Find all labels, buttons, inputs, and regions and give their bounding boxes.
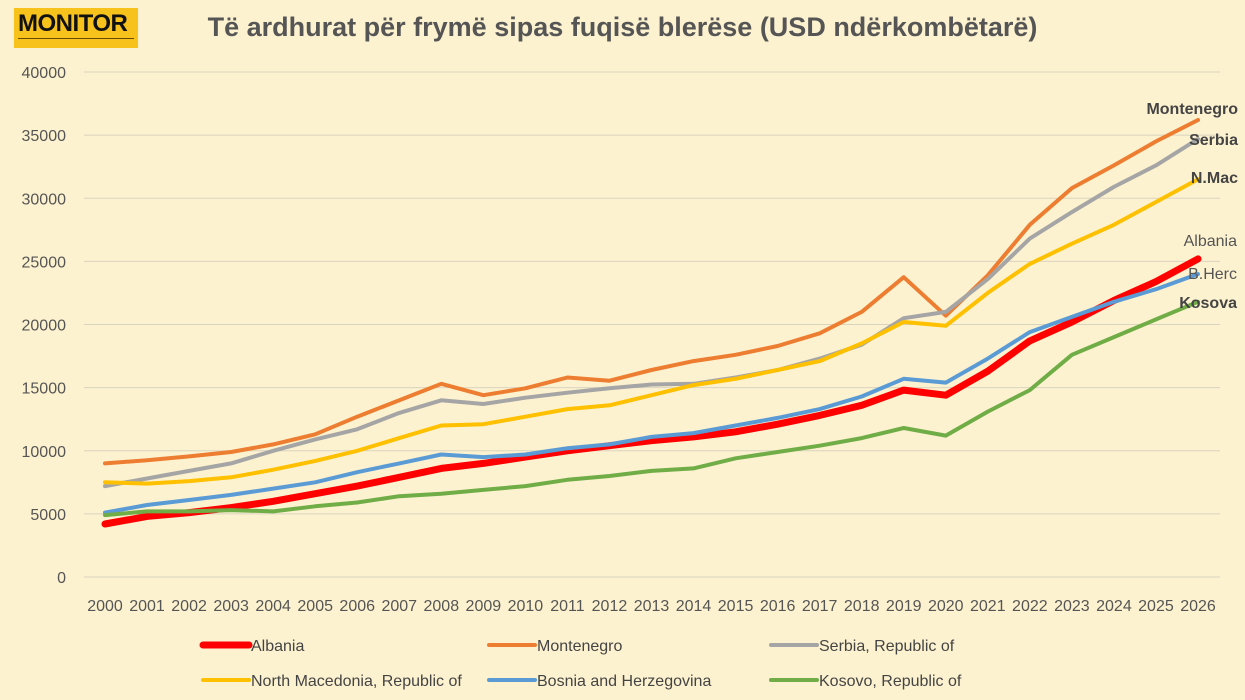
y-tick-label: 20000 — [22, 318, 67, 335]
end-label: B.Herc — [1188, 266, 1237, 283]
y-tick-label: 30000 — [22, 191, 67, 208]
legend-label: Albania — [251, 638, 304, 655]
chart-title: Të ardhurat për frymë sipas fuqisë blerë… — [207, 12, 1038, 42]
series-line-albania — [101, 255, 1202, 528]
series-line-north-macedonia-republic-of — [103, 177, 1200, 486]
x-tick-label: 2019 — [886, 598, 922, 615]
x-tick-label: 2025 — [1138, 598, 1174, 615]
logo-wordmark: MONITOR — [18, 10, 128, 37]
y-tick-label: 5000 — [30, 507, 66, 524]
legend-label: Serbia, Republic of — [819, 638, 955, 655]
x-tick-label: 2008 — [424, 598, 460, 615]
series-lines — [101, 118, 1202, 528]
series-end-labels: Montenegro Serbia N.Mac Albania B.Herc Kosova — [1146, 101, 1238, 312]
y-tick-label: 35000 — [22, 128, 67, 145]
y-tick-label: 25000 — [22, 254, 67, 271]
legend: Albania Montenegro Serbia, Republic of Nort… — [199, 638, 962, 690]
logo-tagline-decoration — [18, 38, 134, 43]
gridlines — [84, 71, 1220, 578]
end-label: Montenegro — [1146, 101, 1238, 118]
x-tick-label: 2004 — [255, 598, 291, 615]
legend-label: Bosnia and Herzegovina — [537, 673, 711, 690]
x-tick-label: 2007 — [381, 598, 417, 615]
x-tick-label: 2010 — [508, 598, 544, 615]
x-tick-label: 2014 — [676, 598, 712, 615]
x-tick-label: 2015 — [718, 598, 754, 615]
x-tick-label: 2000 — [87, 598, 123, 615]
series-line-kosovo-republic-of — [103, 299, 1200, 518]
x-tick-label: 2023 — [1054, 598, 1090, 615]
legend-label: North Macedonia, Republic of — [251, 673, 462, 690]
legend-label: Montenegro — [537, 638, 622, 655]
end-label: Serbia — [1189, 132, 1238, 149]
end-label: Kosova — [1179, 295, 1237, 312]
x-tick-label: 2018 — [844, 598, 880, 615]
series-line-bosnia-and-herzegovina — [103, 272, 1200, 515]
x-tick-label: 2006 — [339, 598, 375, 615]
x-tick-label: 2020 — [928, 598, 964, 615]
y-tick-label: 40000 — [22, 65, 67, 82]
legend-label: Kosovo, Republic of — [819, 673, 962, 690]
x-tick-label: 2002 — [171, 598, 207, 615]
x-tick-label: 2017 — [802, 598, 838, 615]
x-tick-label: 2012 — [592, 598, 628, 615]
x-tick-label: 2016 — [760, 598, 796, 615]
x-tick-label: 2013 — [634, 598, 670, 615]
x-tick-label: 2009 — [466, 598, 502, 615]
x-tick-label: 2021 — [970, 598, 1006, 615]
x-tick-label: 2022 — [1012, 598, 1048, 615]
end-label: Albania — [1184, 233, 1237, 250]
x-tick-label: 2026 — [1180, 598, 1216, 615]
series-line-serbia-republic-of — [103, 136, 1200, 489]
x-tick-label: 2024 — [1096, 598, 1132, 615]
y-tick-label: 0 — [57, 570, 66, 587]
end-label: N.Mac — [1191, 170, 1238, 187]
x-tick-label: 2001 — [129, 598, 165, 615]
series-line-montenegro — [103, 118, 1200, 466]
y-tick-label: 10000 — [22, 444, 67, 461]
monitor-logo: MONITOR — [14, 8, 138, 48]
x-tick-label: 2003 — [213, 598, 249, 615]
x-tick-label: 2011 — [550, 598, 585, 615]
x-axis-ticks: 2000 2001 2002 2003 2004 2005 2006 2007 2008 2009… — [87, 598, 1216, 615]
x-tick-label: 2005 — [297, 598, 333, 615]
y-axis-ticks: 0 5000 10000 15000 20000 25000 30000 35000 40000 — [22, 65, 67, 587]
y-tick-label: 15000 — [22, 381, 67, 398]
